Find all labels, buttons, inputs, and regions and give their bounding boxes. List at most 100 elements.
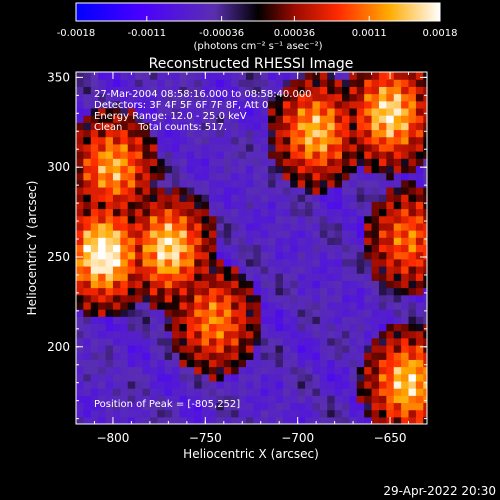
heatmap-cell <box>364 237 373 245</box>
heatmap-cell <box>201 194 210 202</box>
heatmap-cell <box>275 222 284 231</box>
heatmap-cell <box>260 136 269 145</box>
heatmap-cell <box>186 388 195 396</box>
heatmap-cell <box>120 93 129 102</box>
heatmap-cell <box>319 309 328 317</box>
heatmap-cell <box>164 186 173 195</box>
heatmap-cell <box>371 344 380 353</box>
heatmap-cell <box>305 395 314 404</box>
heatmap-cell <box>312 301 321 310</box>
heatmap-cell <box>319 122 328 131</box>
heatmap-cell <box>98 107 107 116</box>
heatmap-cell <box>186 201 195 210</box>
heatmap-cell <box>149 409 158 418</box>
heatmap-cell <box>297 79 306 87</box>
heatmap-cell <box>142 208 151 217</box>
heatmap-cell <box>201 230 210 238</box>
heatmap-cell <box>112 388 121 396</box>
heatmap-cell <box>135 143 144 152</box>
heatmap-cell <box>127 287 136 296</box>
heatmap-cell <box>356 215 365 224</box>
heatmap-cell <box>334 251 343 260</box>
heatmap-cell <box>356 352 365 360</box>
heatmap-cell <box>194 129 203 138</box>
heatmap-cell <box>172 388 181 396</box>
heatmap-cell <box>194 388 203 396</box>
heatmap-cell <box>260 230 269 238</box>
heatmap-cell <box>142 186 151 195</box>
heatmap-cell <box>179 352 188 360</box>
heatmap-cell <box>112 93 121 102</box>
x-tick-label: −800 <box>96 431 129 445</box>
heatmap-cell <box>282 330 291 339</box>
heatmap-cell <box>349 186 358 195</box>
heatmap-cell <box>83 237 92 245</box>
heatmap-cell <box>415 165 424 174</box>
heatmap-cell <box>282 265 291 274</box>
heatmap-cell <box>275 323 284 332</box>
heatmap-cell <box>223 165 232 174</box>
heatmap-cell <box>209 143 217 152</box>
heatmap-cell <box>408 337 417 346</box>
heatmap-cell <box>98 251 107 260</box>
heatmap-cell <box>135 323 144 332</box>
heatmap-cell <box>238 388 247 396</box>
colorbar-tick-label: 0.0018 <box>423 28 458 39</box>
heatmap-cell <box>209 366 217 375</box>
heatmap-cell <box>275 330 284 339</box>
heatmap-cell <box>231 330 240 339</box>
heatmap-cell <box>356 230 365 238</box>
heatmap-cell <box>194 337 203 346</box>
heatmap-cell <box>260 409 269 418</box>
heatmap-cell <box>135 359 144 368</box>
heatmap-cell <box>179 208 188 217</box>
heatmap-cell <box>223 194 232 202</box>
heatmap-cell <box>253 129 262 138</box>
heatmap-cell <box>401 265 410 274</box>
heatmap-cell <box>238 366 247 375</box>
heatmap-cell <box>386 172 395 181</box>
heatmap-cell <box>268 100 277 109</box>
heatmap-cell <box>305 158 314 166</box>
heatmap-cell <box>282 86 291 95</box>
heatmap-cell <box>415 323 424 332</box>
heatmap-cell <box>142 79 151 87</box>
y-axis-label: Heliocentric Y (arcsec) <box>25 181 39 316</box>
heatmap-cell <box>76 287 84 296</box>
heatmap-cell <box>209 251 217 260</box>
heatmap-cell <box>408 273 417 281</box>
heatmap-cell <box>127 344 136 353</box>
heatmap-cell <box>194 79 203 87</box>
heatmap-cell <box>393 416 402 424</box>
heatmap-cell <box>415 136 424 145</box>
heatmap-cell <box>245 301 254 310</box>
heatmap-cell <box>186 86 195 95</box>
heatmap-cell <box>245 402 254 411</box>
heatmap-cell <box>172 93 181 102</box>
heatmap-cell <box>268 122 277 131</box>
heatmap-cell <box>327 309 336 317</box>
heatmap-cell <box>76 352 84 360</box>
heatmap-cell <box>371 273 380 281</box>
heatmap-cell <box>223 366 232 375</box>
heatmap-cell <box>423 388 427 396</box>
heatmap-cell <box>423 179 427 188</box>
heatmap-cell <box>186 258 195 267</box>
heatmap-cell <box>275 186 284 195</box>
heatmap-cell <box>231 373 240 382</box>
heatmap-cell <box>275 352 284 360</box>
heatmap-cell <box>386 100 395 109</box>
heatmap-cell <box>349 165 358 174</box>
heatmap-cell <box>179 273 188 281</box>
heatmap-cell <box>393 194 402 202</box>
heatmap-cell <box>223 72 232 80</box>
heatmap-cell <box>76 93 84 102</box>
colorbar-tick-label: 0.00036 <box>274 28 315 39</box>
heatmap-cell <box>393 230 402 238</box>
heatmap-cell <box>127 165 136 174</box>
heatmap-cell <box>401 388 410 396</box>
heatmap-cell <box>216 158 225 166</box>
heatmap-cell <box>415 179 424 188</box>
heatmap-cell <box>401 280 410 289</box>
heatmap-cell <box>275 280 284 289</box>
